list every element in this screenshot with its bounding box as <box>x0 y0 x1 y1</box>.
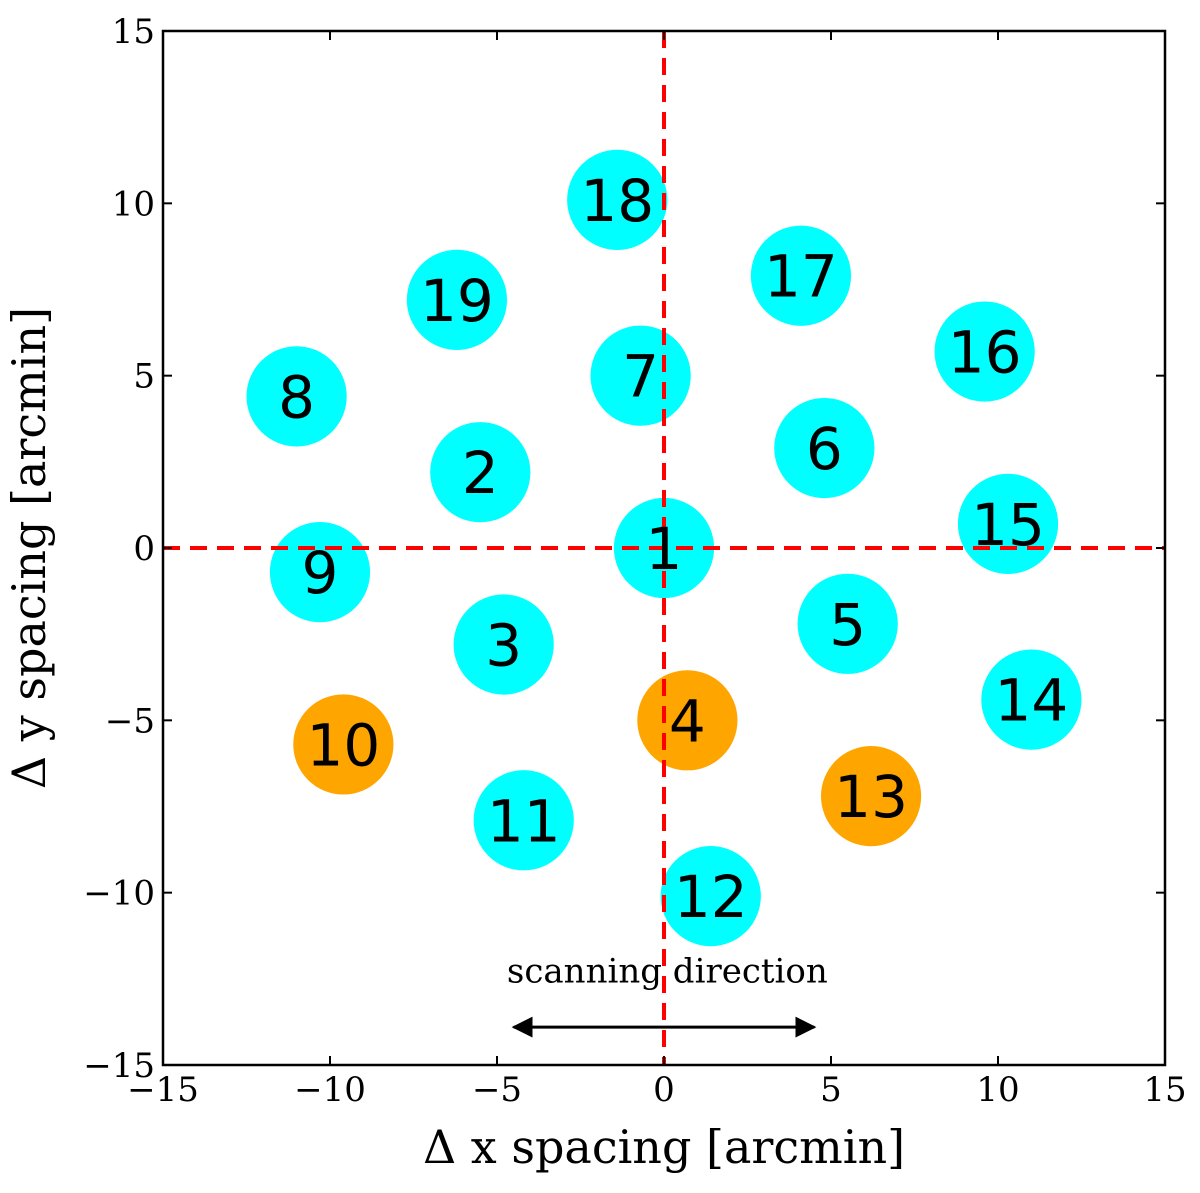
beam-8 <box>246 346 347 447</box>
beam-label-11: 11 <box>487 787 561 855</box>
beam-18 <box>567 149 668 250</box>
x-tick-label: 10 <box>976 1070 1019 1110</box>
beam-label-1: 1 <box>646 515 683 583</box>
beam-19 <box>406 249 508 350</box>
x-axis-label: Δ x spacing [arcmin] <box>423 1120 905 1174</box>
beam-label-19: 19 <box>420 267 494 335</box>
y-tick-label: 15 <box>112 12 155 52</box>
beam-5 <box>797 573 898 674</box>
beam-9 <box>269 522 371 623</box>
beam-label-6: 6 <box>806 415 843 483</box>
x-tick-label: −15 <box>127 1070 199 1110</box>
beam-17 <box>750 225 852 326</box>
beam-label-18: 18 <box>580 167 654 235</box>
beam-11 <box>473 770 574 871</box>
y-tick-label: 5 <box>133 357 155 397</box>
x-tick-label: −5 <box>472 1070 522 1110</box>
beam-2 <box>430 422 531 523</box>
beam-label-16: 16 <box>948 319 1022 387</box>
y-tick-label: −5 <box>105 701 155 741</box>
beam-label-2: 2 <box>462 439 499 507</box>
beam-10 <box>293 694 394 795</box>
x-tick-label: 5 <box>820 1070 842 1110</box>
beam-12 <box>660 846 761 947</box>
beam-label-7: 7 <box>622 343 659 411</box>
y-tick-label: 0 <box>133 529 155 569</box>
beam-label-5: 5 <box>829 591 866 659</box>
beam-label-15: 15 <box>971 491 1045 559</box>
beam-3 <box>453 594 554 695</box>
beam-label-3: 3 <box>485 612 522 680</box>
beam-label-17: 17 <box>764 243 838 311</box>
beam-label-13: 13 <box>834 763 908 831</box>
beam-13 <box>820 746 922 847</box>
beam-label-4: 4 <box>669 687 706 755</box>
y-tick-label: 10 <box>112 184 155 224</box>
beam-label-14: 14 <box>994 667 1068 735</box>
beam-label-12: 12 <box>674 863 748 931</box>
x-tick-label: 15 <box>1143 1070 1186 1110</box>
beam-label-8: 8 <box>278 363 315 431</box>
y-tick-label: −10 <box>83 874 155 914</box>
reference-lines <box>163 31 1165 1065</box>
beam-7 <box>590 325 691 426</box>
scanning-annotation: scanning direction <box>507 951 828 1038</box>
beams-layer <box>246 149 1082 947</box>
x-tick-label: −10 <box>294 1070 366 1110</box>
beam-14 <box>981 649 1082 750</box>
beam-6 <box>774 397 875 499</box>
beam-label-9: 9 <box>302 539 339 607</box>
scanning-direction-label: scanning direction <box>507 951 828 991</box>
y-axis-label: Δ y spacing [arcmin] <box>2 307 56 789</box>
y-tick-label: −15 <box>83 1046 155 1086</box>
beam-16 <box>934 301 1035 402</box>
x-tick-label: 0 <box>653 1070 675 1110</box>
beam-label-10: 10 <box>306 711 380 779</box>
